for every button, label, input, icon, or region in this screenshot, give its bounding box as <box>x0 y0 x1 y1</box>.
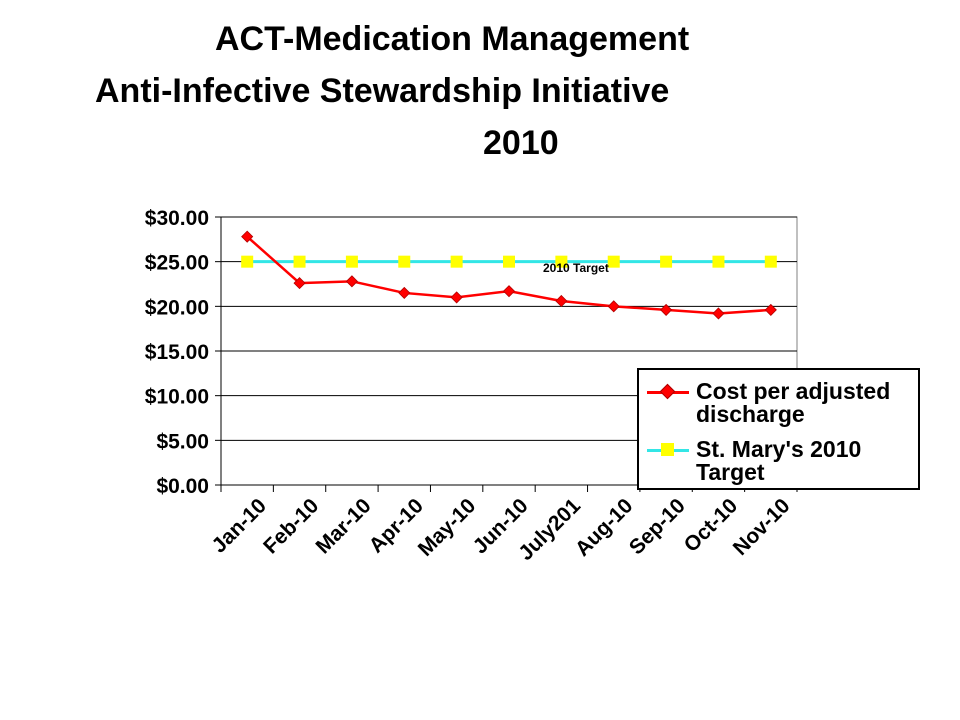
target-point <box>712 255 725 268</box>
cost-point <box>345 275 358 288</box>
target-point <box>503 255 515 268</box>
legend-label-cost: Cost per adjusted discharge <box>696 378 891 427</box>
cost-point <box>607 300 620 313</box>
cost-point <box>241 230 254 243</box>
target-point <box>607 255 620 268</box>
series-group <box>241 230 777 320</box>
chart-title-line-2: Anti-Infective Stewardship Initiative <box>95 72 670 110</box>
y-tick-label: $30.00 <box>145 207 209 230</box>
target-point <box>241 255 254 268</box>
cost-point <box>450 291 463 304</box>
legend-square-marker <box>661 443 674 456</box>
y-tick-label: $20.00 <box>145 296 209 319</box>
x-axis-tick-labels: Jan-10Feb-10Mar-10Apr-10May-10Jun-10July… <box>208 485 798 565</box>
target-point <box>555 255 568 268</box>
chart-title-line-1: ACT-Medication Management <box>215 20 690 58</box>
legend-diamond-marker <box>659 383 676 400</box>
target-annotation: 2010 Target <box>543 261 609 275</box>
x-tick-label: Sep-10 <box>625 494 690 559</box>
chart-legend: Cost per adjusted discharge St. Mary's 2… <box>637 368 920 490</box>
x-tick-label: Jan-10 <box>208 494 271 557</box>
y-tick-label: $0.00 <box>156 475 209 498</box>
y-axis-tick-labels: $0.00 $5.00 $10.00 $15.00 $20.00 $25.00 $30.00 <box>145 207 209 498</box>
target-point <box>660 255 673 268</box>
x-tick-label: Aug-10 <box>571 494 638 561</box>
y-tick-label: $15.00 <box>145 341 209 364</box>
target-point <box>398 255 411 268</box>
target-point <box>293 255 306 268</box>
cost-point <box>712 307 725 320</box>
y-tick-label: $5.00 <box>156 430 209 453</box>
target-point <box>345 255 358 268</box>
legend-label-target: St. Mary's 2010 Target <box>696 436 862 485</box>
cost-point <box>764 303 777 316</box>
x-tick-label: May-10 <box>414 494 481 561</box>
cost-point <box>660 303 673 316</box>
target-point <box>764 255 777 268</box>
x-tick-label: Feb-10 <box>259 494 323 558</box>
cost-point <box>555 294 568 308</box>
y-tick-label: $25.00 <box>145 252 209 275</box>
cost-point <box>398 286 411 299</box>
cost-point <box>293 277 306 290</box>
y-tick-label: $10.00 <box>145 386 209 409</box>
target-point <box>450 255 463 268</box>
x-tick-label: Mar-10 <box>311 494 375 558</box>
chart-title-line-3: 2010 <box>483 124 559 162</box>
cost-point <box>502 285 516 298</box>
x-tick-label: Nov-10 <box>729 494 795 560</box>
